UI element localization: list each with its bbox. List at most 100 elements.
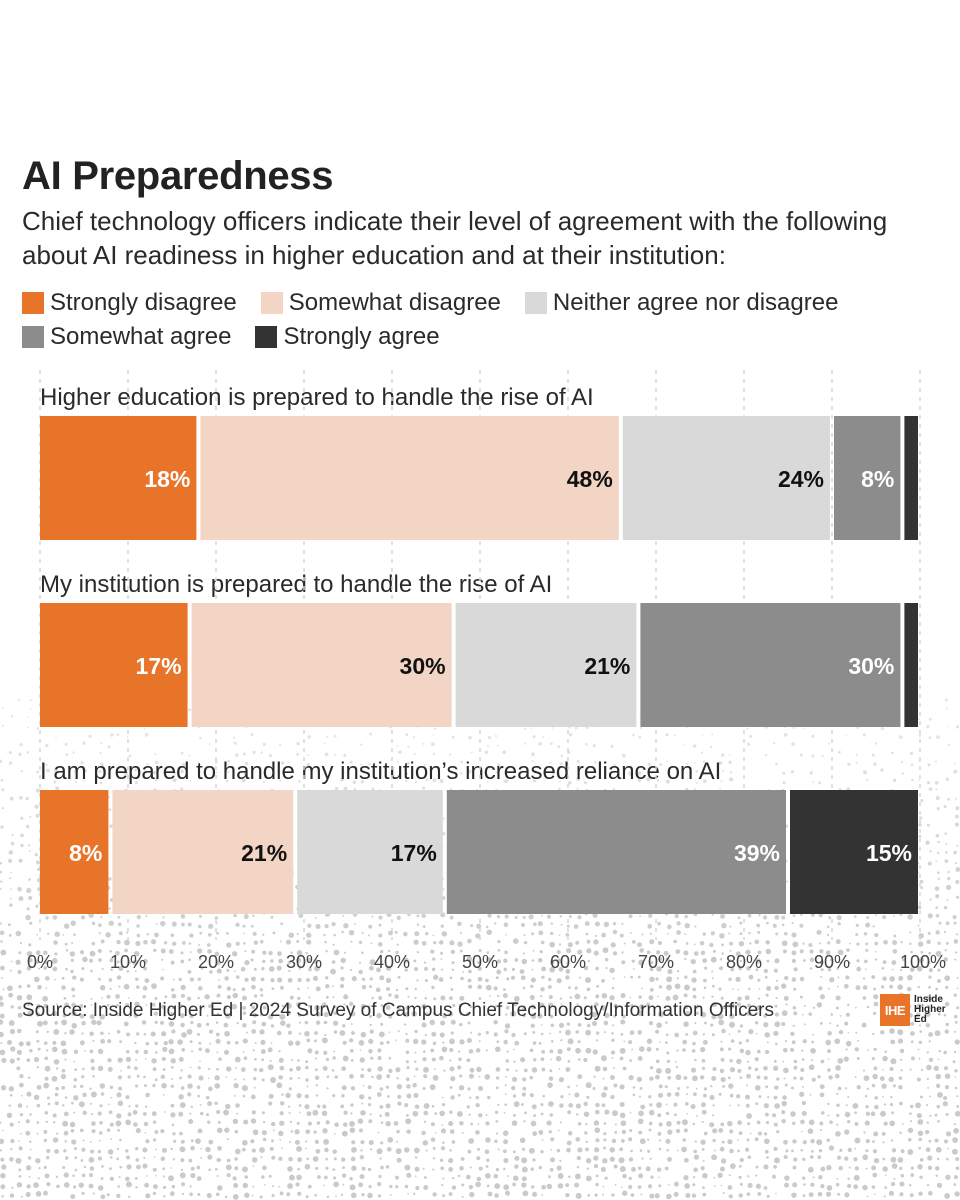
texture-dot xyxy=(45,976,50,981)
texture-dot xyxy=(83,1050,86,1052)
texture-dot xyxy=(380,960,383,963)
texture-dot xyxy=(576,1113,579,1116)
texture-dot xyxy=(20,1094,23,1097)
texture-dot xyxy=(595,994,600,999)
texture-dot xyxy=(423,1066,429,1073)
texture-dot xyxy=(214,916,219,920)
texture-dot xyxy=(100,1038,105,1044)
texture-dot xyxy=(864,1120,870,1126)
texture-dot xyxy=(503,1111,506,1114)
texture-dot xyxy=(630,1003,634,1008)
texture-dot xyxy=(406,761,410,766)
texture-dot xyxy=(276,1082,283,1089)
texture-dot xyxy=(601,992,608,999)
texture-dot xyxy=(576,759,580,764)
texture-dot xyxy=(711,995,714,998)
texture-dot xyxy=(405,779,408,783)
texture-dot xyxy=(44,1041,48,1045)
texture-dot xyxy=(595,1039,599,1042)
texture-dot xyxy=(650,961,654,965)
texture-dot xyxy=(349,1073,354,1079)
texture-dot xyxy=(893,934,897,938)
texture-dot xyxy=(937,871,940,875)
texture-dot xyxy=(10,1046,16,1052)
texture-dot xyxy=(162,968,164,971)
texture-dot xyxy=(709,1094,715,1101)
texture-dot xyxy=(659,762,663,766)
texture-dot xyxy=(612,951,618,956)
texture-dot xyxy=(180,787,184,791)
texture-dot xyxy=(97,977,101,981)
texture-dot xyxy=(160,976,165,981)
texture-dot xyxy=(331,960,336,964)
texture-dot xyxy=(254,1041,257,1045)
texture-dot xyxy=(835,1065,841,1071)
texture-dot xyxy=(414,1029,418,1034)
texture-dot xyxy=(298,968,301,971)
texture-dot xyxy=(18,985,22,989)
texture-dot xyxy=(738,966,742,971)
texture-dot xyxy=(613,1014,617,1018)
texture-dot xyxy=(163,1015,166,1017)
texture-dot xyxy=(690,958,696,965)
texture-dot xyxy=(754,939,760,945)
texture-dot xyxy=(485,984,492,991)
texture-dot xyxy=(450,1076,456,1082)
texture-dot xyxy=(290,1058,293,1061)
texture-dot xyxy=(200,1006,202,1009)
texture-dot xyxy=(550,1023,555,1028)
texture-dot xyxy=(371,787,375,791)
texture-dot xyxy=(350,1023,353,1025)
texture-dot xyxy=(361,977,366,981)
texture-dot xyxy=(20,770,23,773)
texture-dot xyxy=(560,1003,563,1006)
texture-dot xyxy=(711,1076,717,1082)
texture-dot xyxy=(160,948,166,954)
texture-dot xyxy=(865,1105,869,1109)
texture-dot xyxy=(396,1076,399,1080)
texture-dot xyxy=(915,1102,921,1109)
texture-dot xyxy=(578,1012,581,1015)
texture-dot xyxy=(955,867,960,872)
texture-dot xyxy=(943,1050,948,1055)
texture-dot xyxy=(575,940,580,945)
texture-dot xyxy=(136,933,141,938)
texture-dot xyxy=(62,934,65,936)
texture-dot xyxy=(521,922,525,927)
texture-dot xyxy=(178,977,182,982)
texture-dot xyxy=(917,905,922,910)
texture-dot xyxy=(799,949,804,954)
texture-dot xyxy=(504,934,507,936)
texture-dot xyxy=(65,753,69,756)
texture-dot xyxy=(812,781,815,784)
texture-dot xyxy=(856,1057,860,1060)
texture-dot xyxy=(369,977,373,981)
texture-dot xyxy=(349,1048,354,1053)
texture-dot xyxy=(434,1112,438,1115)
texture-dot xyxy=(277,977,283,983)
texture-dot xyxy=(298,1021,302,1024)
texture-dot xyxy=(341,771,345,775)
texture-dot xyxy=(737,1120,743,1126)
texture-dot xyxy=(170,1077,173,1080)
texture-dot xyxy=(395,988,399,992)
texture-dot xyxy=(791,742,795,746)
texture-dot xyxy=(882,915,887,920)
texture-dot xyxy=(242,771,247,775)
texture-dot xyxy=(538,742,542,746)
texture-dot xyxy=(918,834,922,838)
texture-dot xyxy=(900,1069,903,1072)
texture-dot xyxy=(430,1048,435,1053)
texture-dot xyxy=(727,1120,733,1127)
texture-dot xyxy=(170,1103,175,1108)
texture-dot xyxy=(297,987,300,991)
texture-dot xyxy=(216,968,222,974)
texture-dot xyxy=(340,957,346,964)
texture-dot xyxy=(784,975,789,981)
texture-dot xyxy=(136,914,141,920)
texture-dot xyxy=(422,1057,427,1062)
texture-dot xyxy=(439,1055,444,1061)
texture-dot xyxy=(0,1019,4,1025)
texture-dot xyxy=(475,1103,480,1108)
texture-dot xyxy=(144,732,149,737)
